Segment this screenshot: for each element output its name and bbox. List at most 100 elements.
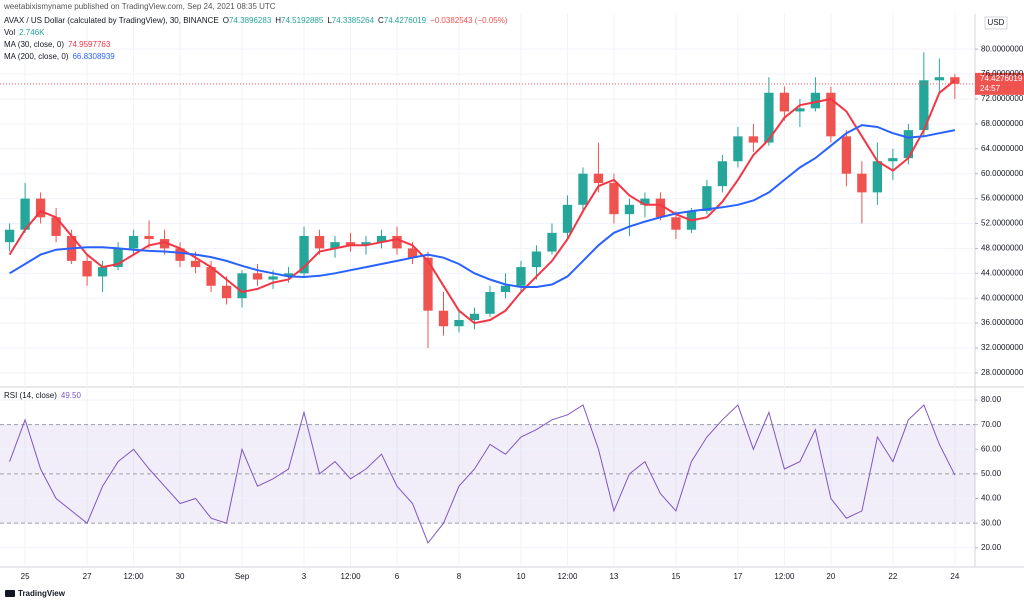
candle-body [779,92,790,112]
candle-body [485,291,495,314]
candle-body [640,198,650,205]
y-tick-label: 72.0000000 [981,94,1024,103]
candle-body [361,242,371,246]
y-tick-label: 48.0000000 [981,244,1024,253]
candle-body [82,260,92,277]
candle-body [221,285,232,299]
candle-body [423,257,433,311]
x-tick-label: 12:00 [124,572,145,581]
y-tick-label: 52.0000000 [981,219,1024,228]
legend-line: AVAX / US Dollar (calculated by TradingV… [4,16,508,25]
candle-body [20,198,30,230]
legend-line: MA (200, close, 0) 66.8308939 [4,52,115,61]
candle-body [283,273,294,277]
x-tick-label: Sep [235,572,250,581]
x-tick-label: 22 [888,572,897,581]
candle-body [872,161,883,193]
candle-body [469,313,480,321]
candle-body [934,77,945,81]
quote-value: 74.3385264 [332,16,375,25]
candle-body [919,80,929,131]
y-tick-label: 40.00 [981,494,1002,503]
footer-brand: TradingView [18,589,66,598]
candle-body [345,242,356,246]
y-tick-label: 28.0000000 [981,368,1024,377]
x-tick-label: 8 [457,572,462,581]
currency: USD [988,18,1005,27]
candle-body [144,235,154,240]
candle-body [438,310,449,327]
candle-body [655,198,666,218]
labels: 28.0000000 32.0000000 36.0000000 40.0000000… [4,16,1024,581]
x-tick-label: 20 [826,572,835,581]
candle-body [624,204,635,215]
y-tick-label: 44.0000000 [981,268,1024,277]
last-price-tag [975,72,1024,95]
x-tick-label: 27 [83,572,92,581]
x-tick-label: 6 [395,572,400,581]
footer-logo: TradingView [5,589,66,598]
quote-value: 74.3896283 [229,16,272,25]
x-tick-label: 12:00 [557,572,578,581]
y-tick-label: 50.00 [981,469,1002,478]
candle-body [314,235,325,249]
candle-body [748,136,759,143]
quote-change: −0.0382543 (−0.05%) [430,16,508,25]
candle-body [4,229,15,243]
candle-body [407,248,418,258]
y-tick-label: 70.00 [981,420,1002,429]
candle-body [795,108,805,112]
candle-body [237,273,247,299]
candle-body [330,242,340,249]
x-tick-label: 13 [609,572,618,581]
candle-body [190,260,201,268]
legend-value: 49.50 [61,391,82,400]
legend-value: 66.8308939 [72,52,115,61]
legend-value: 74.9597763 [68,40,111,49]
x-tick-label: 3 [302,572,307,581]
candle-body [159,239,170,249]
legend-name: MA (30, close, 0) [4,40,64,49]
quote-key: H [275,16,281,25]
candle-body [562,204,573,233]
candle-body [671,217,681,230]
candle-body [113,248,123,268]
last-price-label: 74.4276019 [980,74,1023,83]
candle-body [578,173,588,205]
candle-body [609,183,619,215]
y-tick-label: 56.0000000 [981,194,1024,203]
x-tick-label: 17 [733,572,742,581]
candle-body [810,92,821,109]
legend-name: MA (200, close, 0) [4,52,69,61]
y-tick-label: 64.0000000 [981,144,1024,153]
candle-body [593,173,604,184]
y-tick-label: 60.00 [981,444,1002,453]
volume-value: 2.746K [19,28,45,37]
candle-body [702,186,712,212]
candle-body [51,217,61,236]
y-tick-label: 32.0000000 [981,343,1024,352]
logo-mark [5,590,15,597]
y-tick-label: 40.0000000 [981,293,1024,302]
legend-line: RSI (14, close) 49.50 [4,391,81,400]
candle-body [97,267,108,277]
candle-body [392,235,402,249]
marks [0,52,1024,544]
candle-body [206,267,216,286]
x-tick-label: 24 [950,572,959,581]
y-tick-label: 80.0000000 [981,44,1024,53]
candle-body [903,130,914,159]
candle-body [764,92,774,143]
indicator-line [9,404,956,544]
y-tick-label: 36.0000000 [981,318,1024,327]
volume-key: Vol [4,28,15,37]
symbol-title: AVAX / US Dollar (calculated by TradingV… [4,16,219,25]
candle-body [826,92,836,137]
candle-body [35,198,46,218]
candle-body [531,251,542,268]
quote-value: 74.4276019 [384,16,427,25]
candle-body [733,136,743,162]
x-tick-label: 30 [176,572,185,581]
y-tick-label: 76.0000000 [981,69,1024,78]
candle-body [268,276,278,280]
